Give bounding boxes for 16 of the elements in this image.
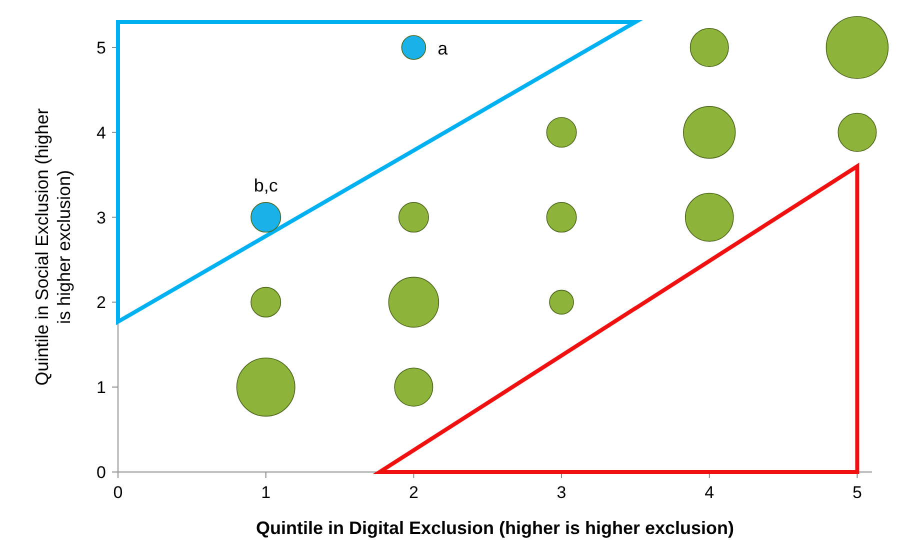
x-tick-label: 5 — [852, 483, 862, 502]
x-tick-label: 2 — [408, 483, 418, 502]
x-tick-label: 0 — [113, 483, 123, 502]
x-tick-label: 3 — [556, 483, 566, 502]
x-axis-title: Quintile in Digital Exclusion (higher is higher exclusion) — [256, 518, 734, 538]
y-tick-label: 3 — [96, 208, 106, 228]
y-tick-label: 5 — [96, 38, 106, 58]
x-tick-label: 4 — [704, 483, 714, 502]
x-tick-label: 1 — [261, 483, 271, 502]
y-tick-label: 1 — [96, 378, 106, 398]
y-tick-label: 4 — [96, 123, 106, 142]
annotation: a — [438, 38, 449, 58]
y-axis-title: Quintile in Social Exclusion (higher is higher exclusion) — [32, 108, 74, 386]
y-tick-label: 0 — [96, 463, 106, 482]
y-tick-label: 2 — [96, 293, 106, 312]
annotation: b,c — [254, 175, 278, 196]
